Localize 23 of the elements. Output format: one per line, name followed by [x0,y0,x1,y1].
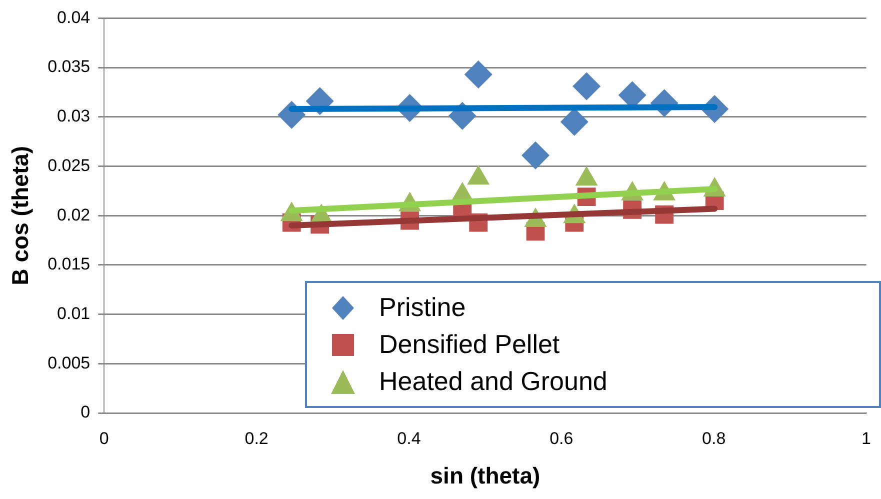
legend-label: Heated and Ground [379,366,608,397]
x-tick-label: 0.8 [702,428,726,448]
x-tick-label: 0 [99,428,109,448]
point [522,141,550,170]
y-tick-label: 0.04 [57,8,90,27]
y-tick-label: 0.035 [48,57,90,76]
legend-label: Densified Pellet [379,329,560,360]
y-tick-label: 0.025 [48,156,90,175]
point [572,72,601,100]
y-tick-label: 0.015 [48,254,90,274]
x-tick-label: 1 [862,428,872,448]
y-tick-label: 0.005 [48,353,90,372]
y-tick-label: 0.02 [57,205,90,224]
y-tick-label: 0.03 [57,106,90,126]
legend-label: Pristine [379,292,466,323]
y-tick-label: 0.01 [57,304,90,323]
y-axis-title: B cos (theta) [7,146,34,286]
x-tick-label: 0.2 [244,428,268,448]
x-axis-title: sin (theta) [430,462,540,489]
x-tick-label: 0.6 [550,428,574,448]
y-tick-label: 0 [80,402,90,422]
point [464,60,492,88]
x-tick-label: 0.4 [397,428,421,448]
